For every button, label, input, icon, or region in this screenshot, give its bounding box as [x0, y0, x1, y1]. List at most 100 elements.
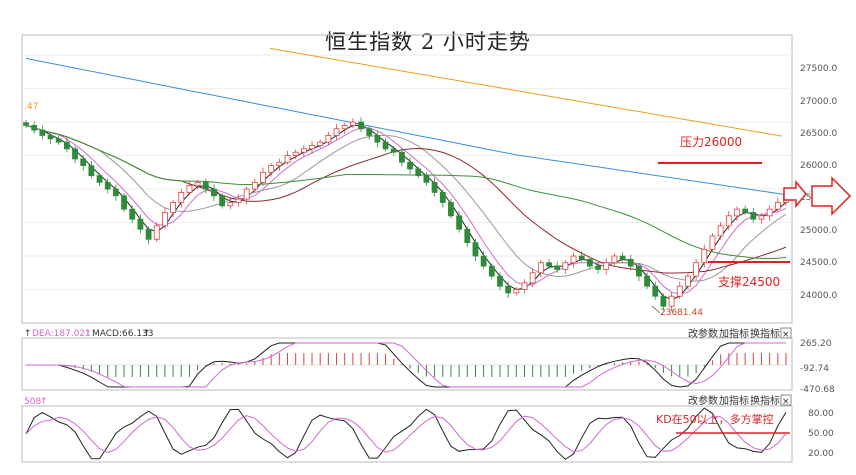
- candle-body: [415, 168, 422, 177]
- ma-line-blue: [25, 57, 787, 196]
- low-marker-line: [651, 305, 661, 314]
- candle-body: [693, 262, 700, 277]
- candle-body: [145, 228, 152, 240]
- macd-close-icon[interactable]: ×: [782, 330, 790, 340]
- price-left-label: .47: [24, 102, 38, 112]
- candle-body: [423, 175, 430, 183]
- candle-body: [202, 181, 209, 190]
- candle-body: [300, 148, 307, 153]
- chart-title: 恒生指数 2 小时走势: [325, 30, 531, 54]
- candle-body: [358, 121, 364, 130]
- candle-body: [644, 275, 650, 287]
- candle-body: [725, 215, 732, 227]
- candle-body: [668, 295, 675, 307]
- kd-add-indicator-button[interactable]: 加指标: [719, 394, 749, 407]
- macd-panel-frame: [21, 337, 793, 391]
- candle-body: [260, 171, 266, 183]
- candle-body: [685, 275, 691, 287]
- price-tick: 24000.0: [800, 291, 837, 301]
- price-tick: 25000.0: [800, 226, 837, 236]
- macd-edit-params-button[interactable]: 改参数: [688, 327, 718, 340]
- kd-tick: 50.00: [808, 429, 834, 439]
- macd-tick: 265.20: [800, 339, 832, 349]
- kd-plot: [25, 407, 787, 460]
- candle-body: [758, 215, 765, 220]
- candle-body: [464, 228, 471, 244]
- candle-body: [23, 122, 29, 126]
- candle-body: [774, 202, 781, 210]
- macd-plot: [22, 342, 792, 388]
- candle-body: [104, 181, 111, 190]
- candle-body: [652, 285, 659, 297]
- candle-body: [349, 121, 356, 126]
- candle-body: [619, 255, 626, 260]
- price-tick: 27000.0: [800, 97, 837, 107]
- ma-line-40: [25, 124, 787, 260]
- macd-dea-line: [26, 342, 786, 388]
- candle-body: [325, 135, 332, 143]
- candlesticks: [23, 117, 789, 312]
- candle-body: [676, 285, 683, 297]
- right-arrow-icon: [783, 179, 807, 209]
- ma-line-20: [25, 124, 787, 274]
- candle-body: [742, 208, 749, 213]
- candle-body: [162, 212, 168, 227]
- macd-add-indicator-button[interactable]: 加指标: [719, 327, 749, 340]
- candle-body: [88, 165, 95, 177]
- candle-body: [276, 161, 283, 167]
- candle-body: [660, 295, 667, 307]
- macd-close-button[interactable]: [780, 327, 792, 339]
- candle-body: [407, 161, 413, 170]
- kd-switch-indicator-button[interactable]: 换指标: [750, 394, 780, 407]
- macd-tick: -470.68: [800, 385, 835, 395]
- candle-body: [121, 195, 127, 210]
- candle-body: [129, 208, 136, 220]
- candle-body: [717, 225, 724, 237]
- candle-body: [750, 212, 757, 220]
- candle-body: [570, 255, 577, 264]
- candle-body: [39, 129, 46, 136]
- price-tick: 26000.0: [800, 161, 837, 171]
- kd-close-button[interactable]: [780, 394, 792, 406]
- candle-body: [431, 181, 438, 193]
- kd-edit-params-button[interactable]: 改参数: [688, 394, 718, 407]
- right-arrow-icon: [811, 176, 852, 216]
- resistance-label: 压力26000: [680, 135, 742, 149]
- candle-body: [292, 151, 299, 156]
- price-tick: 24500.0: [800, 258, 837, 268]
- candle-body: [554, 265, 561, 270]
- macd-tick: -92.74: [800, 364, 829, 374]
- kd-d-line: [25, 415, 787, 453]
- candle-body: [390, 148, 397, 153]
- candle-body: [251, 181, 258, 190]
- price-tick: 26500.0: [800, 129, 837, 139]
- candle-body: [268, 165, 275, 173]
- candle-body: [439, 191, 446, 203]
- candle-body: [112, 188, 119, 197]
- candle-body: [627, 258, 634, 267]
- price-panel-frame: [21, 34, 793, 324]
- candle-body: [472, 242, 479, 257]
- candle-body: [309, 145, 315, 150]
- candle-body: [497, 275, 503, 287]
- ma-line-10: [25, 124, 787, 282]
- candle-body: [529, 272, 536, 284]
- low-price-label: 23681.44: [660, 308, 703, 318]
- candle-body: [341, 125, 348, 130]
- candle-body: [701, 248, 708, 264]
- kd-k-line: [25, 407, 787, 460]
- kd-close-icon[interactable]: ×: [782, 397, 790, 407]
- candle-body: [537, 262, 544, 274]
- candle-body: [227, 202, 234, 207]
- candle-body: [603, 262, 610, 270]
- candle-body: [382, 141, 389, 150]
- candle-body: [480, 255, 487, 267]
- candle-body: [194, 181, 201, 187]
- candle-body: [284, 155, 291, 163]
- macd-switch-indicator-button[interactable]: 换指标: [750, 327, 780, 340]
- candle-body: [595, 265, 601, 270]
- candle-body: [96, 175, 103, 183]
- kd-note: KD在50以上，多方掌控: [656, 412, 774, 426]
- candle-body: [235, 198, 242, 203]
- dea-label: DEA:187.021: [32, 329, 91, 339]
